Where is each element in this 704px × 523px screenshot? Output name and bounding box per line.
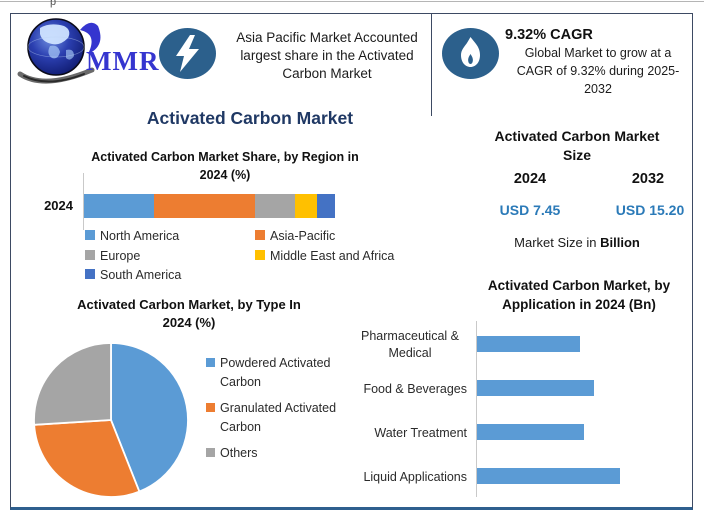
region-chart-axis <box>83 173 84 230</box>
bar-segment-middle-east-africa <box>294 194 318 218</box>
app-bar-pharmaceutical-medical <box>477 336 581 352</box>
app-label-liquid-applications: Liquid Applications <box>363 470 467 484</box>
market-size-year-2032: 2032 <box>631 171 665 187</box>
legend-swatch-middle-east-africa <box>255 250 265 260</box>
legend-item-north-america: North America <box>85 228 179 244</box>
bar-segment-south-america <box>317 194 336 218</box>
app-label-pharmaceutical-medical: Pharmaceutical & Medical <box>361 329 459 360</box>
pie-slice-1 <box>33 419 141 498</box>
lightning-icon <box>159 28 216 79</box>
app-bar-water-treatment <box>477 424 584 440</box>
highlight-line-1: Asia Pacific Market Accounted <box>236 30 418 45</box>
pie-slice-2 <box>33 342 112 426</box>
cagr-block: 9.32% CAGR Global Market to grow at a CA… <box>505 26 691 98</box>
app-label-food-beverages: Food & Beverages <box>363 382 467 396</box>
header-divider <box>431 14 432 116</box>
header-highlight-text: Asia Pacific Market Accounted largest sh… <box>224 29 430 83</box>
app-bar-liquid-applications <box>477 468 620 484</box>
legend-swatch-europe <box>85 250 95 260</box>
legend-swatch-north-america <box>85 230 95 240</box>
legend-item-granulated: Granulated Activated Carbon <box>206 399 356 437</box>
application-chart-axis <box>476 321 477 497</box>
page-title: Activated Carbon Market <box>146 108 354 128</box>
region-stacked-bar <box>84 194 336 218</box>
region-chart-title: Activated Carbon Market Share, by Region… <box>91 150 359 182</box>
market-size-note: Market Size in Billion <box>514 235 640 250</box>
legend-item-south-america: South America <box>85 267 181 283</box>
flame-icon <box>442 28 499 79</box>
type-chart-title: Activated Carbon Market, by Type In 2024… <box>77 297 301 330</box>
app-label-water-treatment: Water Treatment <box>374 426 467 440</box>
legend-swatch-powdered <box>206 358 215 367</box>
legend-swatch-granulated <box>206 403 215 412</box>
legend-item-asia-pacific: Asia-Pacific <box>255 228 335 244</box>
market-size-title: Activated Carbon Market Size <box>494 128 660 163</box>
market-size-value-2024: USD 7.45 <box>499 202 561 218</box>
bar-segment-asia-pacific <box>154 194 255 218</box>
legend-item-powdered: Powdered Activated Carbon <box>206 354 356 392</box>
top-crop-line <box>0 1 704 2</box>
cagr-text: Global Market to grow at a CAGR of 9.32%… <box>516 46 680 96</box>
legend-swatch-south-america <box>85 269 95 279</box>
application-chart-title: Activated Carbon Market, by Application … <box>487 278 671 312</box>
logo-swoosh-blue <box>80 22 101 54</box>
top-crop-artifact: p <box>50 0 57 8</box>
legend-item-middle-east-africa: Middle East and Africa <box>255 248 394 264</box>
legend-swatch-others <box>206 448 215 457</box>
bar-segment-north-america <box>84 194 155 218</box>
logo-text: MMR <box>86 46 159 76</box>
region-row-label: 2024 <box>44 198 73 213</box>
app-bar-food-beverages <box>477 380 594 396</box>
bar-segment-europe <box>254 194 295 218</box>
legend-item-others: Others <box>206 444 356 463</box>
market-size-year-2024: 2024 <box>513 171 547 187</box>
cagr-title: 9.32% CAGR <box>505 27 593 43</box>
market-size-value-2032: USD 15.20 <box>615 202 685 218</box>
pie-slice-0 <box>110 342 189 493</box>
highlight-line-3: Carbon Market <box>282 66 372 81</box>
mmr-logo: MMR <box>17 18 159 84</box>
highlight-line-2: largest share in the Activated <box>240 48 414 63</box>
legend-swatch-asia-pacific <box>255 230 265 240</box>
type-pie-svg <box>33 342 189 498</box>
legend-item-europe: Europe <box>85 248 140 264</box>
